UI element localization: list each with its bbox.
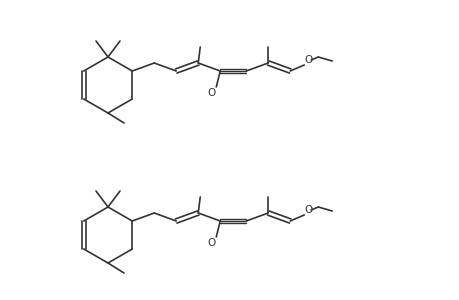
Text: O: O xyxy=(207,88,215,98)
Text: O: O xyxy=(303,55,312,65)
Text: O: O xyxy=(303,205,312,215)
Text: O: O xyxy=(207,238,215,248)
